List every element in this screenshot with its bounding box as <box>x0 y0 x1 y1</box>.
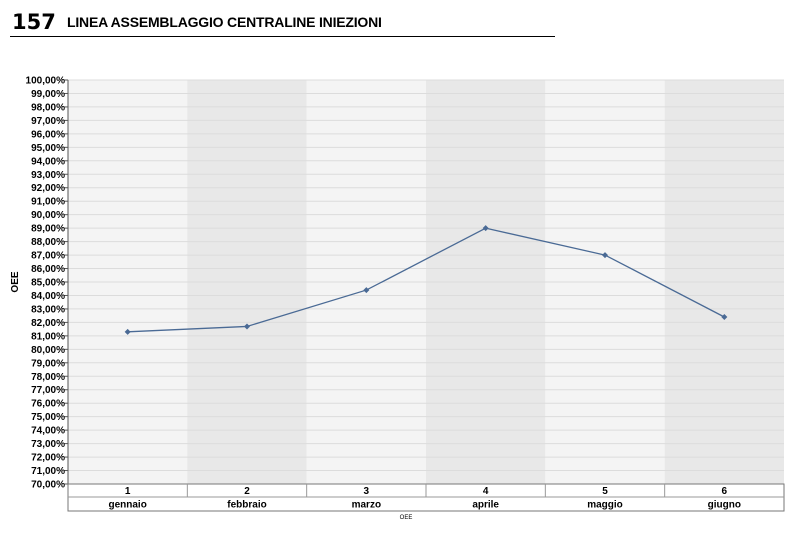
y-tick-label: 88,00% <box>31 237 65 248</box>
y-tick-label: 73,00% <box>31 439 65 450</box>
y-tick-label: 83,00% <box>31 304 65 315</box>
y-tick-label: 89,00% <box>31 224 65 235</box>
y-tick-label: 77,00% <box>31 385 65 396</box>
y-tick-label: 78,00% <box>31 372 65 383</box>
data-point <box>602 252 608 259</box>
page-header: 157 LINEA ASSEMBLAGGIO CENTRALINE INIEZI… <box>10 8 555 37</box>
page-number: 157 <box>12 10 56 34</box>
series-line <box>127 227 725 333</box>
page-title: LINEA ASSEMBLAGGIO CENTRALINE INIEZIONI <box>67 14 382 30</box>
y-tick-label: 93,00% <box>31 170 65 181</box>
data-point <box>244 323 250 330</box>
y-tick-label: 91,00% <box>31 197 65 208</box>
y-tick-label: 96,00% <box>31 129 65 140</box>
x-tick-label: 1 <box>125 486 131 497</box>
y-tick-label: 98,00% <box>31 102 65 113</box>
x-tick-sublabel: gennaio <box>108 500 146 511</box>
y-tick-label: 86,00% <box>31 264 65 275</box>
data-point <box>124 328 131 335</box>
legend-label: OEE <box>400 515 413 521</box>
y-tick-label: 81,00% <box>31 331 65 342</box>
y-tick-label: 97,00% <box>31 116 65 127</box>
x-tick-sublabel: giugno <box>708 500 741 511</box>
y-tick-label: 99,00% <box>31 89 65 100</box>
x-tick-sublabel: aprile <box>472 500 499 511</box>
y-tick-label: 90,00% <box>31 210 65 221</box>
y-tick-label: 72,00% <box>31 453 65 464</box>
x-tick-label: 2 <box>244 486 250 497</box>
x-tick-label: 5 <box>602 486 608 497</box>
x-tick-sublabel: febbraio <box>227 500 266 511</box>
y-tick-label: 80,00% <box>31 345 65 356</box>
y-tick-label: 95,00% <box>31 143 65 154</box>
data-point <box>721 314 728 321</box>
y-tick-label: 76,00% <box>31 399 65 410</box>
y-tick-label: 70,00% <box>31 480 65 491</box>
y-tick-label: 94,00% <box>31 156 65 167</box>
data-point <box>482 225 489 232</box>
y-tick-label: 75,00% <box>31 412 65 423</box>
x-tick-sublabel: maggio <box>587 500 623 511</box>
y-tick-label: 82,00% <box>31 318 65 329</box>
x-tick-label: 6 <box>722 486 728 497</box>
x-tick-sublabel: marzo <box>352 500 381 511</box>
y-tick-label: 79,00% <box>31 358 65 369</box>
y-tick-label: 85,00% <box>31 278 65 289</box>
x-tick-label: 3 <box>364 486 370 497</box>
y-tick-label: 92,00% <box>31 183 65 194</box>
y-tick-label: 84,00% <box>31 291 65 302</box>
y-tick-label: 74,00% <box>31 426 65 437</box>
y-tick-label: 100,00% <box>26 76 66 87</box>
y-tick-label: 87,00% <box>31 251 65 262</box>
data-point <box>363 287 370 294</box>
y-axis-label: OEE <box>10 271 21 292</box>
x-tick-label: 4 <box>483 486 489 497</box>
y-tick-label: 71,00% <box>31 466 65 477</box>
